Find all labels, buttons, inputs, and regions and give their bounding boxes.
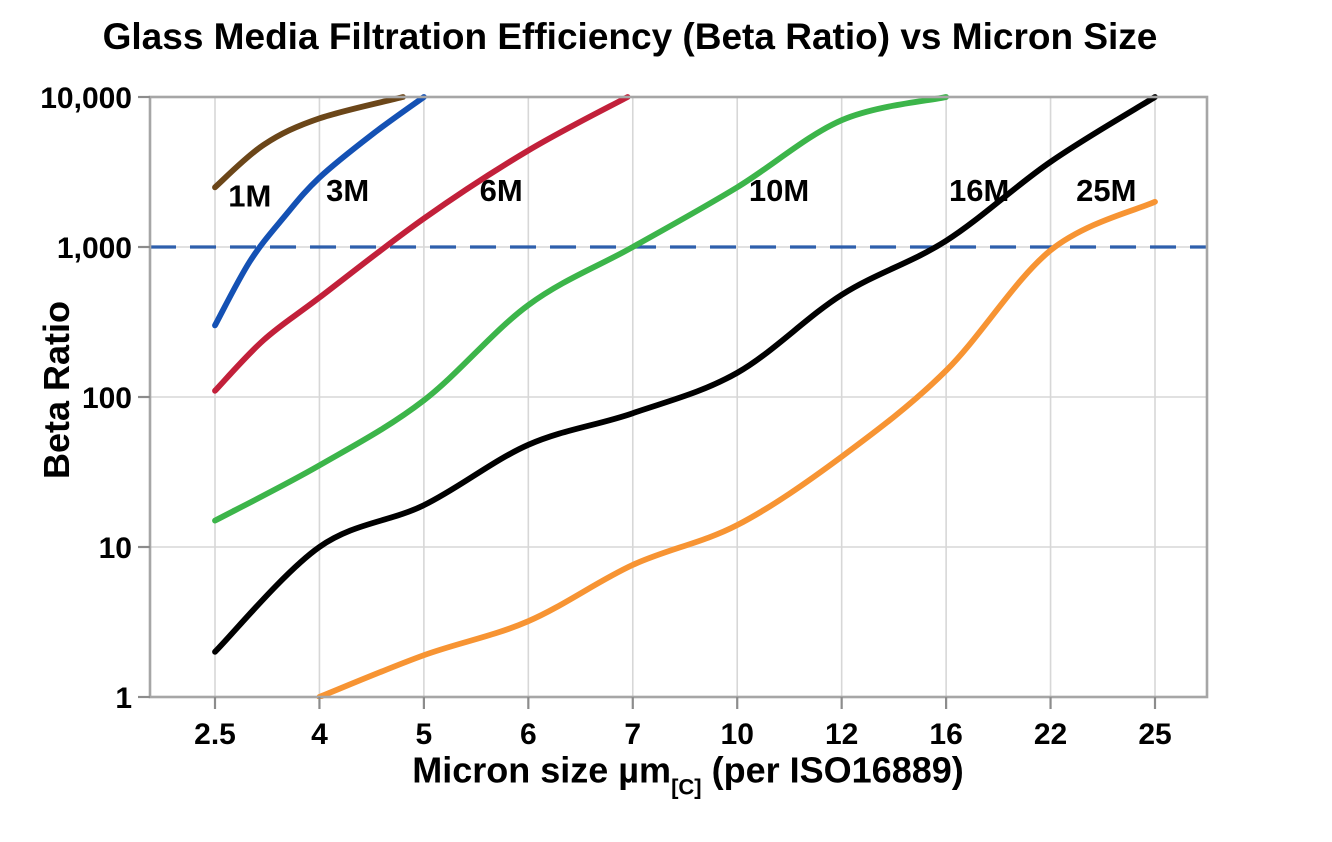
x-axis-title-main: Micron size µm xyxy=(412,749,672,791)
series-line-10M xyxy=(212,94,949,524)
y-tick-label: 1,000 xyxy=(57,232,132,265)
series-label-3M: 3M xyxy=(326,173,369,208)
series-curves xyxy=(212,94,1158,699)
x-tick-label: 22 xyxy=(1034,718,1067,751)
x-axis-title-subscript: [C] xyxy=(671,774,702,800)
y-tick-label: 10 xyxy=(99,532,132,565)
x-tick-label: 25 xyxy=(1138,718,1171,751)
x-tick-label: 4 xyxy=(311,718,328,751)
series-label-6M: 6M xyxy=(480,173,523,208)
chart-title: Glass Media Filtration Efficiency (Beta … xyxy=(102,16,1158,57)
series-line-3M xyxy=(212,94,427,329)
series-label-25M: 25M xyxy=(1076,173,1136,208)
x-tick-label: 12 xyxy=(825,718,858,751)
series-line-25M xyxy=(316,198,1158,699)
x-axis-title-suffix: (per ISO16889) xyxy=(701,749,964,791)
x-tick-label: 10 xyxy=(721,718,754,751)
x-tick-label: 5 xyxy=(416,718,433,751)
x-tick-label: 7 xyxy=(624,718,641,751)
x-tick-label: 16 xyxy=(929,718,962,751)
axis-ticks: 1 10 100 1,000 10,000 2.5 4 5 6 7 10 12 16 22 25 xyxy=(40,82,1171,751)
series-line-16M xyxy=(212,94,1158,655)
y-tick-label: 100 xyxy=(82,382,132,415)
y-tick-label: 1 xyxy=(115,682,132,715)
x-tick-label: 2.5 xyxy=(194,718,236,751)
x-axis-title: Micron size µm[C] (per ISO16889) xyxy=(412,750,963,801)
y-tick-label: 10,000 xyxy=(40,82,132,115)
series-label-1M: 1M xyxy=(228,179,271,214)
series-label-16M: 16M xyxy=(949,173,1009,208)
series-line-6M xyxy=(212,94,631,394)
x-tick-label: 6 xyxy=(520,718,537,751)
series-label-10M: 10M xyxy=(749,173,809,208)
series-line-1M xyxy=(212,94,406,191)
